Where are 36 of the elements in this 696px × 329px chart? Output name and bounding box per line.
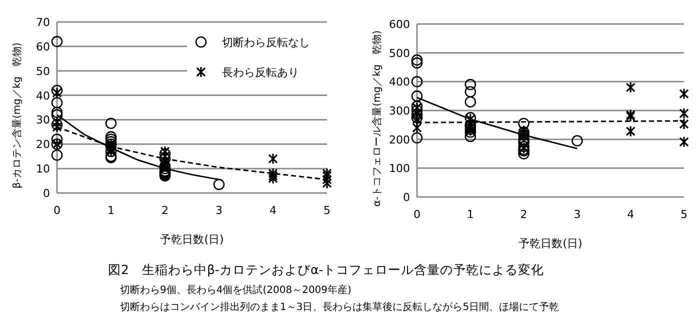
x-tick-label: 1 xyxy=(108,204,114,217)
y-tick-label: 600 xyxy=(389,18,410,31)
y-tick-label: 0 xyxy=(403,191,410,204)
x-tick-label: 5 xyxy=(324,204,330,217)
x-tick-label: 5 xyxy=(680,208,688,221)
y-tick-label: 50 xyxy=(36,64,50,78)
y-tick-label: 300 xyxy=(389,104,410,118)
legend-label: 切断わら反転なし xyxy=(222,36,310,49)
x-tick-label: 4 xyxy=(627,208,634,221)
x-axis-title: 予乾日数(日) xyxy=(160,233,224,246)
x-tick-label: 4 xyxy=(270,204,276,217)
y-tick-label: 30 xyxy=(36,114,50,127)
y-tick-label: 0 xyxy=(43,187,50,200)
y-tick-label: 200 xyxy=(389,133,410,146)
y-tick-label: 70 xyxy=(36,16,50,29)
text: 切断わらはコンバイン排出列のまま1～3日、長わらは集草後に反転しながら5日間、ほ場にて予乾 xyxy=(120,301,560,313)
x-tick-label: 0 xyxy=(414,208,420,221)
y-tick-label: 500 xyxy=(389,46,410,60)
x-tick-label: 2 xyxy=(162,204,168,217)
x-tick-label: 1 xyxy=(466,208,474,221)
y-tick-label: 100 xyxy=(389,162,410,176)
x-axis-title: 予乾日数(日) xyxy=(518,237,582,250)
y-tick-label: 10 xyxy=(36,162,50,176)
x-tick-label: 3 xyxy=(574,208,581,221)
x-tick-label: 0 xyxy=(54,204,60,217)
text: 図2 生稲わら中β-カロテンおよびα-トコフェロール含量の予乾による変化 xyxy=(108,262,544,277)
y-tick-label: 400 xyxy=(389,76,410,89)
text: 切断わら9個、長わら4個を供試(2008～2009年産) xyxy=(120,284,352,296)
y-axis-title: β-カロテン含量(mg／kg 乾物) xyxy=(11,42,23,189)
y-tick-label: 40 xyxy=(36,89,50,102)
x-tick-label: 2 xyxy=(520,208,528,221)
y-axis-title: α-トコフェロール含量(mg／kg 乾物) xyxy=(371,30,383,207)
y-tick-label: 60 xyxy=(36,40,50,54)
x-tick-label: 3 xyxy=(216,204,222,217)
y-tick-label: 20 xyxy=(36,138,50,152)
legend-label: 長わら反転あり xyxy=(222,66,299,79)
